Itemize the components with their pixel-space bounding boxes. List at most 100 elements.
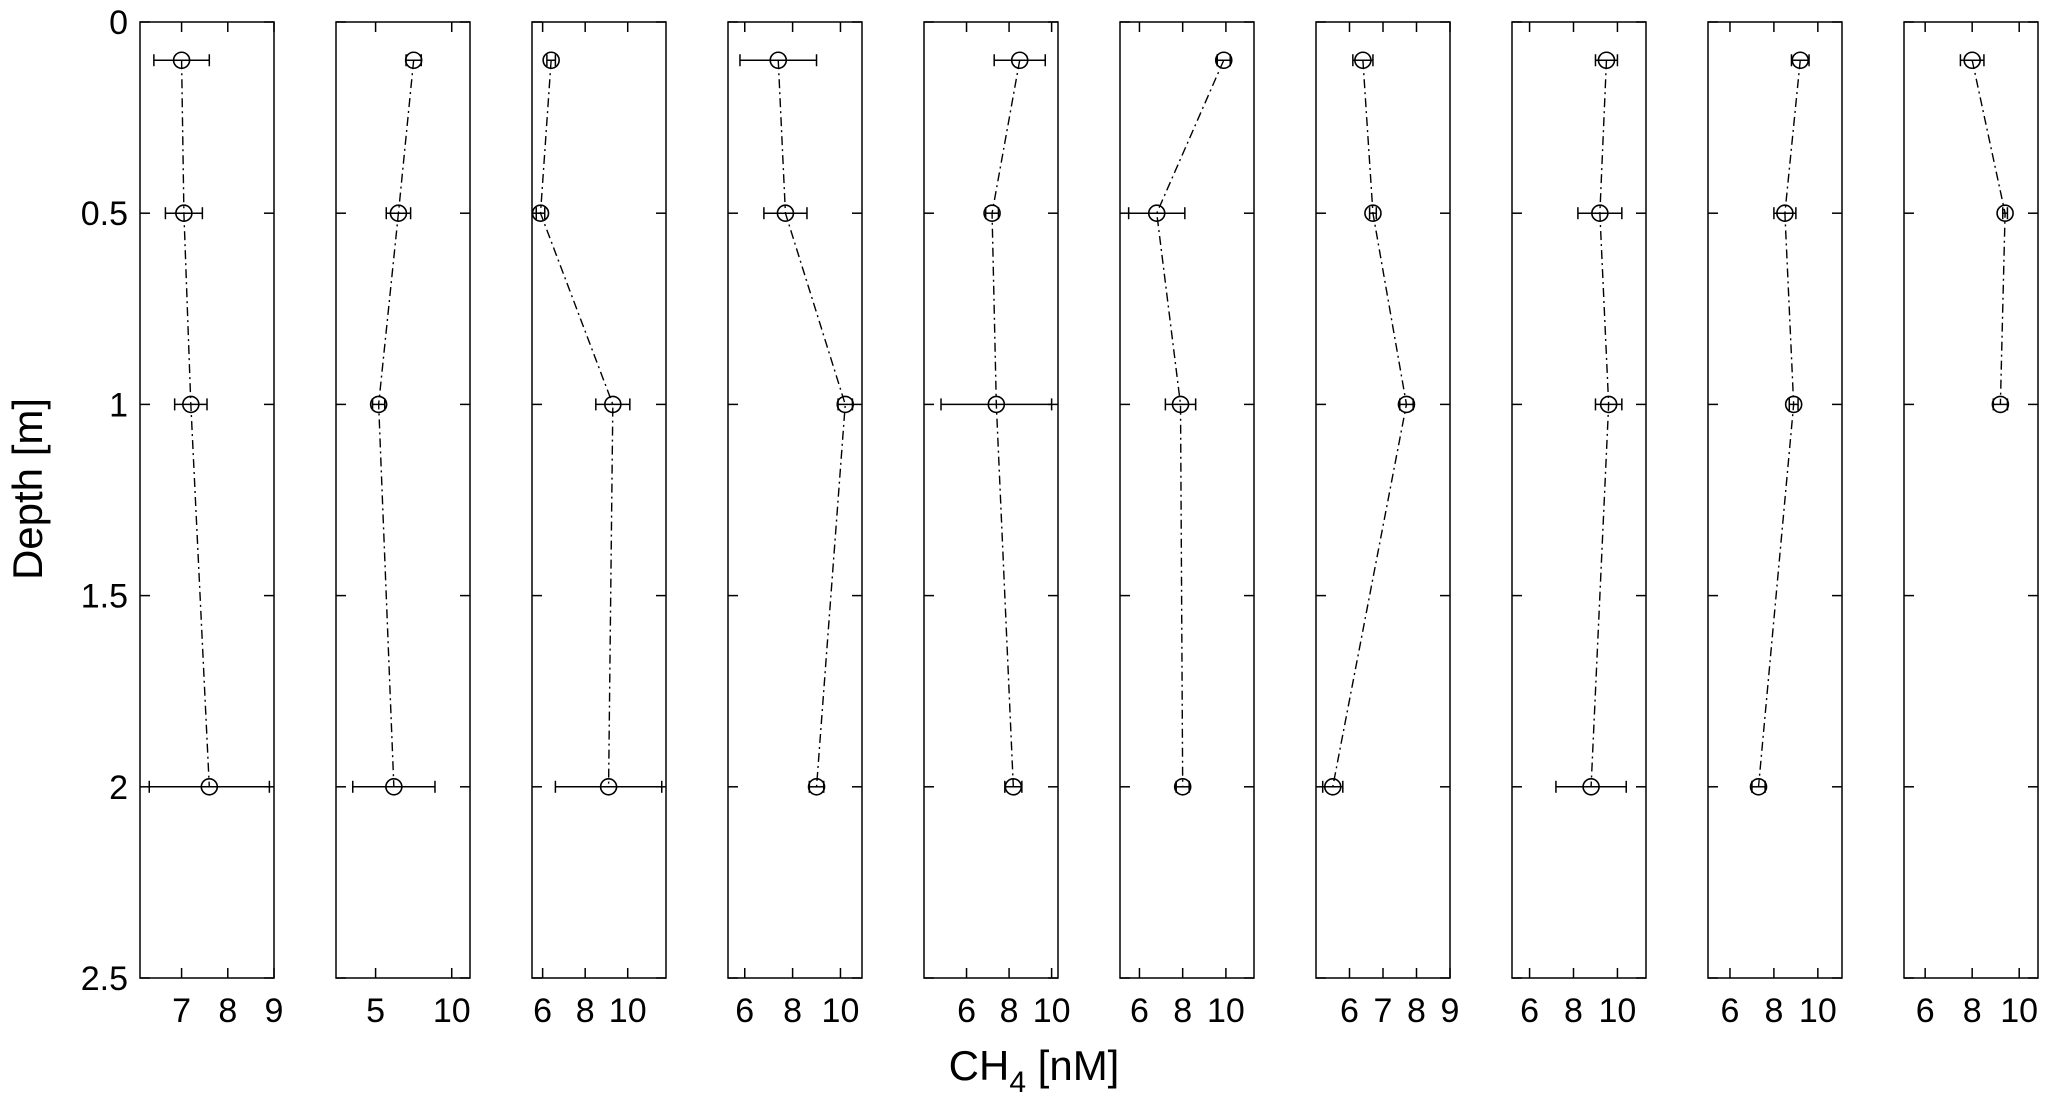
data-point-marker — [807, 777, 826, 796]
data-point-marker — [1354, 51, 1372, 70]
error-bar — [554, 780, 663, 793]
x-tick-label: 6 — [1340, 992, 1359, 1030]
x-tick-label: 10 — [822, 992, 860, 1030]
x-axis-title: CH4 [nM] — [949, 1042, 1120, 1099]
data-point-marker — [389, 204, 408, 222]
data-point-marker — [1591, 204, 1609, 222]
y-tick-label: 0.5 — [81, 195, 128, 233]
error-bar — [1399, 398, 1414, 411]
series-line — [777, 60, 846, 787]
panel-frame — [531, 21, 667, 979]
series-line — [991, 60, 1021, 787]
data-point-marker — [769, 51, 788, 70]
x-axis-title-main: CH — [949, 1042, 1010, 1089]
error-bar — [1788, 398, 1799, 411]
error-bar — [940, 398, 1053, 411]
error-bar — [1352, 54, 1374, 67]
panel-frame — [1511, 21, 1647, 979]
panel-frame — [139, 21, 275, 979]
error-bar — [1577, 207, 1623, 220]
x-tick-label: 9 — [1441, 992, 1460, 1030]
panel-6: 6 8 10 — [1119, 21, 1255, 1030]
series-line — [180, 60, 211, 787]
panel-frame — [335, 21, 471, 979]
panel-frame — [1707, 21, 1843, 979]
error-bar — [1216, 54, 1231, 67]
data-point-marker — [1004, 777, 1023, 796]
panel-frame — [727, 21, 863, 979]
error-bar — [153, 54, 211, 67]
data-point-marker — [385, 777, 403, 796]
x-tick-label: 10 — [1799, 992, 1837, 1030]
error-bar — [1127, 207, 1186, 220]
x-tick-label: 7 — [172, 992, 191, 1030]
x-tick-label: 9 — [265, 992, 284, 1030]
error-bar — [148, 780, 271, 793]
data-point-marker — [1776, 204, 1794, 222]
error-bar — [1164, 398, 1197, 411]
error-bar — [2001, 207, 2009, 220]
x-tick-label: 8 — [783, 992, 802, 1030]
x-tick-label: 8 — [1963, 992, 1982, 1030]
error-bar — [352, 780, 436, 793]
y-tick-label: 2.5 — [81, 960, 128, 998]
data-point-marker — [1214, 51, 1233, 70]
x-tick-label: 10 — [1599, 992, 1637, 1030]
panel-5: 6 8 10 — [923, 21, 1071, 1030]
y-tick-label: 1.5 — [81, 578, 128, 616]
x-axis-title-unit: [nM] — [1026, 1042, 1119, 1089]
error-bar — [546, 54, 557, 67]
data-point-marker — [1963, 51, 1981, 70]
y-axis-title: Depth [m] — [4, 398, 51, 580]
error-bar — [1555, 780, 1627, 793]
error-bar — [173, 398, 208, 411]
panel-frame — [1119, 21, 1255, 979]
data-point-marker — [200, 777, 219, 796]
error-bar — [1368, 207, 1378, 220]
series-line — [377, 60, 415, 787]
panel-2: 5 10 — [335, 21, 471, 1030]
x-tick-label: 8 — [218, 992, 237, 1030]
x-tick-label: 6 — [1721, 992, 1740, 1030]
panel-4: 6 8 10 — [727, 21, 863, 1030]
panel-3: 6 8 10 — [531, 21, 667, 1030]
data-point-marker — [542, 51, 560, 70]
x-tick-label: 8 — [1564, 992, 1583, 1030]
data-point-marker — [1364, 204, 1382, 222]
error-bar — [837, 398, 854, 411]
data-point-marker — [1599, 395, 1618, 414]
data-point-marker — [404, 51, 423, 70]
x-tick-label: 6 — [957, 992, 976, 1030]
error-bar — [763, 207, 808, 220]
data-point-marker — [604, 395, 622, 414]
error-bar — [993, 54, 1046, 67]
data-point-marker — [1791, 51, 1810, 70]
error-bar — [164, 207, 204, 220]
panel-frame — [1903, 21, 2039, 979]
data-point-marker — [1147, 204, 1166, 222]
error-bar — [739, 54, 818, 67]
x-tick-label: 6 — [1130, 992, 1149, 1030]
series-line — [1590, 60, 1610, 787]
panel-8: 6 8 10 — [1511, 21, 1647, 1030]
error-bar — [1175, 780, 1190, 793]
x-tick-label: 7 — [1374, 992, 1393, 1030]
data-point-marker — [776, 204, 795, 222]
x-tick-label: 10 — [2000, 992, 2038, 1030]
data-point-marker — [1597, 51, 1616, 70]
data-point-marker — [369, 395, 388, 414]
data-point-marker — [1996, 204, 2014, 222]
panels-layer: 7 8 9 5 10 6 8 10 6 8 10 6 8 10 6 8 10 6 7 8 9 6 8 10 6 8 10 6 8 10 — [139, 21, 2039, 1030]
series-line — [1757, 60, 1801, 787]
x-tick-label: 6 — [1916, 992, 1935, 1030]
panel-10: 6 8 10 — [1903, 21, 2039, 1030]
data-point-marker — [172, 51, 191, 70]
data-point-marker — [1784, 395, 1803, 414]
x-tick-label: 8 — [1407, 992, 1426, 1030]
x-axis-title-subscript: 4 — [1009, 1066, 1026, 1099]
data-point-marker — [1323, 777, 1342, 796]
x-tick-label: 6 — [533, 992, 552, 1030]
